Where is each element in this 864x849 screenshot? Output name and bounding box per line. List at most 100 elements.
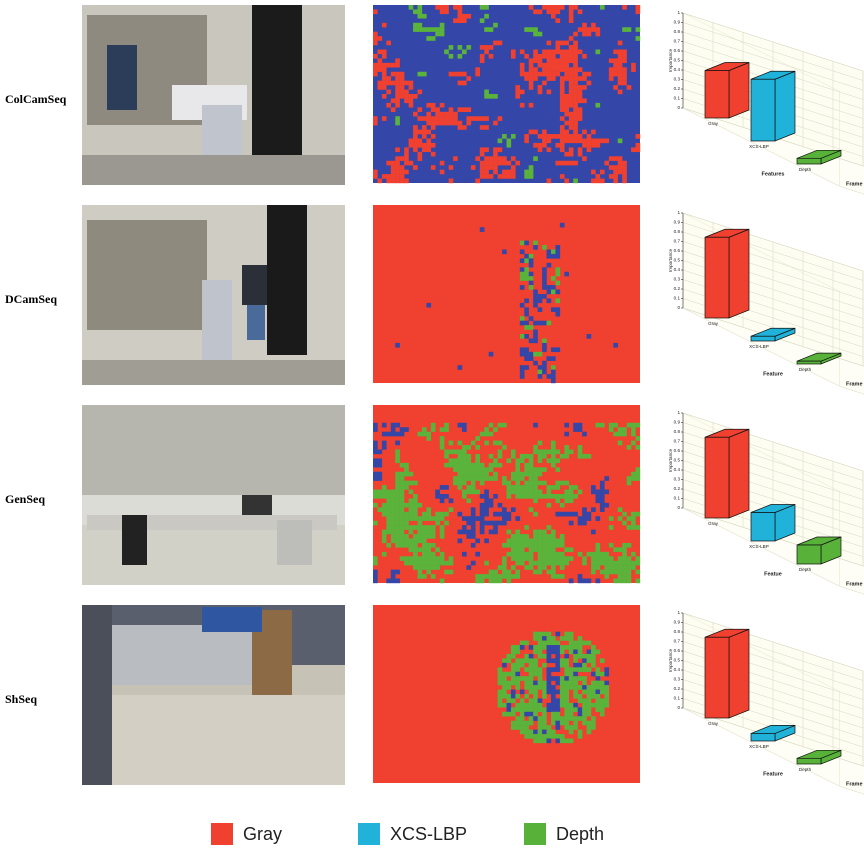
- map-cell: [573, 49, 578, 55]
- map-cell: [559, 551, 565, 557]
- map-cell: [506, 142, 512, 148]
- map-cell: [381, 62, 387, 68]
- map-cell: [515, 160, 521, 166]
- map-cell: [453, 449, 458, 455]
- map-cell: [506, 160, 512, 166]
- map-cell: [555, 289, 561, 295]
- map-cell: [404, 480, 409, 486]
- map-cell: [577, 9, 583, 15]
- map-cell: [386, 76, 391, 81]
- map-cell: [479, 494, 485, 499]
- map-cell: [386, 525, 391, 530]
- map-cell: [448, 462, 454, 468]
- map-cell: [395, 476, 400, 481]
- map-cell: [564, 102, 569, 108]
- map-cell: [395, 174, 400, 179]
- map-cell: [608, 71, 614, 77]
- map-cell: [506, 516, 512, 521]
- map-cell: [493, 494, 498, 499]
- map-cell: [542, 720, 547, 726]
- map-cell: [551, 449, 556, 455]
- map-cell: [546, 689, 552, 695]
- map-cell: [537, 529, 543, 535]
- map-cell: [439, 560, 445, 566]
- map-cell: [568, 67, 574, 72]
- map-cell: [413, 565, 418, 570]
- map-cell: [413, 22, 418, 28]
- map-cell: [528, 27, 534, 32]
- map-cell: [568, 636, 574, 641]
- map-cell: [448, 458, 454, 464]
- map-cell: [626, 525, 632, 530]
- map-cell: [390, 71, 396, 77]
- map-cell: [381, 538, 387, 544]
- map-cell: [524, 298, 529, 304]
- grid-line: [682, 31, 864, 91]
- map-cell: [417, 151, 423, 157]
- map-cell: [519, 267, 525, 272]
- bar-chart-3d: 00.10.20.30.40.50.60.70.80.91ImportanceG…: [668, 210, 864, 395]
- map-cell: [395, 542, 400, 548]
- map-cell: [408, 138, 414, 144]
- map-cell: [591, 489, 596, 495]
- map-cell: [533, 698, 538, 704]
- map-cell: [395, 431, 400, 437]
- map-cell: [533, 542, 538, 548]
- map-cell: [551, 720, 556, 726]
- map-cell: [617, 507, 623, 512]
- map-cell: [506, 480, 512, 486]
- grid-line: [682, 622, 864, 681]
- map-cell: [408, 507, 414, 512]
- map-cell: [631, 525, 636, 530]
- map-cell: [386, 174, 391, 179]
- map-cell: [551, 485, 556, 490]
- map-cell: [457, 471, 463, 477]
- map-cell: [537, 89, 543, 95]
- map-cell: [577, 134, 583, 139]
- map-cell: [617, 165, 623, 170]
- map-cell: [537, 458, 543, 464]
- map-cell: [613, 174, 618, 179]
- map-cell: [542, 534, 547, 539]
- map-cell: [395, 480, 400, 486]
- map-cell: [591, 694, 596, 699]
- map-cell: [542, 245, 547, 250]
- map-cell: [515, 725, 521, 730]
- photo-shape: [242, 495, 272, 515]
- map-cell: [381, 445, 387, 450]
- map-cell: [381, 85, 387, 90]
- map-cell: [608, 76, 614, 81]
- map-cell: [595, 685, 601, 690]
- map-cell: [506, 698, 512, 704]
- map-cell: [470, 520, 476, 526]
- map-cell: [542, 271, 547, 277]
- map-cell: [555, 267, 561, 272]
- map-cell: [426, 142, 432, 148]
- map-cell: [444, 453, 449, 459]
- map-cell: [537, 480, 543, 486]
- map-cell: [506, 685, 512, 690]
- map-cell: [497, 502, 503, 508]
- map-cell: [622, 427, 627, 432]
- map-cell: [439, 556, 445, 561]
- map-cell: [564, 160, 569, 166]
- map-cell: [617, 138, 623, 144]
- map-cell: [582, 578, 587, 584]
- map-cell: [462, 427, 467, 432]
- map-cell: [466, 76, 472, 81]
- map-cell: [546, 658, 552, 664]
- map-cell: [537, 374, 543, 379]
- map-cell: [381, 440, 387, 446]
- map-cell: [555, 716, 561, 721]
- map-cell: [515, 658, 521, 664]
- map-cell: [599, 689, 605, 695]
- map-cell: [493, 40, 498, 46]
- map-cell: [519, 702, 525, 708]
- map-cell: [582, 560, 587, 566]
- map-cell: [573, 76, 578, 81]
- map-cell: [421, 125, 427, 130]
- map-cell: [435, 5, 440, 10]
- map-cell: [484, 507, 489, 512]
- map-cell: [559, 174, 565, 179]
- x-tick-label: XCS-LBP: [749, 544, 769, 549]
